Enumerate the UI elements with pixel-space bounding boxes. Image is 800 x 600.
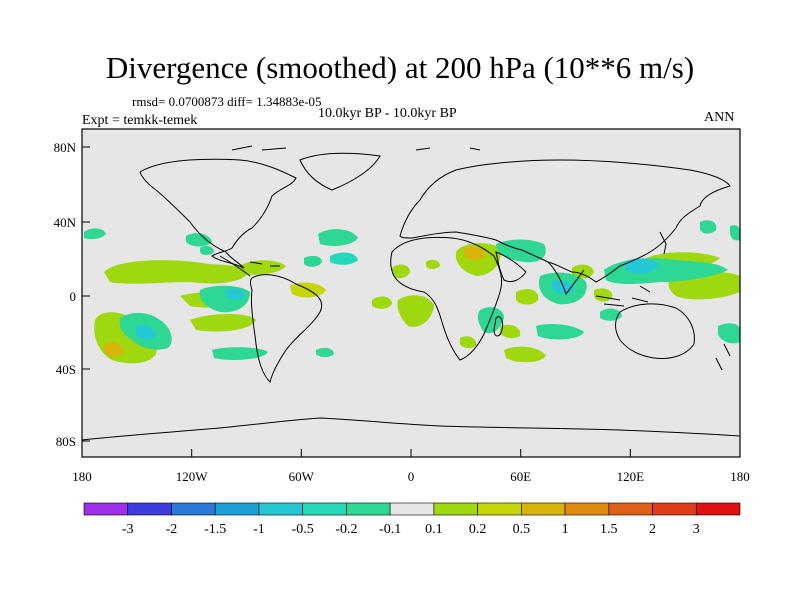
coastlines [81,145,741,441]
contour-patch [500,324,521,339]
lat-tick-label: 40N [54,215,77,230]
colorbar-label: 0.1 [425,522,443,537]
contour-patch [84,228,106,240]
lat-tick-label: 40S [56,362,76,377]
contour-patch [426,259,440,269]
colorbar-swatch [652,502,697,516]
lat-tick-label: 0 [70,289,77,304]
coastline-indonesia [595,285,651,307]
colorbar-swatch [258,502,303,516]
contour-patch [730,225,740,241]
lon-tick-label: 0 [408,469,415,484]
colorbar-swatch [564,502,610,516]
coastline-madagascar [493,316,503,337]
contour-patch [536,324,584,340]
contour-patch [460,336,477,349]
latitude-axis: 80N 40N 0 40S 80S [54,140,90,449]
contour-patch [136,324,156,340]
lon-tick-label: 60W [289,469,315,484]
colorbar-label: -1 [253,522,265,537]
colorbar-label: -2 [166,522,178,537]
lon-tick-label: 60E [510,469,531,484]
contour-patch [200,245,214,255]
colorbar-swatch [127,502,172,516]
coastline-japan [659,231,667,255]
colorbar-label: 1.5 [600,522,618,537]
colorbar-swatch [433,502,478,516]
contour-patch [104,260,250,284]
coastline-antarctica [81,417,741,441]
coastline-india [547,261,585,296]
colorbar-swatch [214,502,260,516]
season-label: ANN [704,110,735,125]
colorbar-swatch [608,502,653,516]
colorbar-label: -3 [122,522,134,537]
contour-patch [718,323,740,344]
colorbar-swatch [389,502,435,516]
colorbar-label: 1 [562,522,569,537]
contour-patch [226,288,245,301]
colorbar-label: -0.5 [292,522,314,537]
lon-tick-label: 120W [176,469,209,484]
contour-patch [236,260,286,275]
map-background [82,129,740,457]
contour-patch [477,307,504,334]
colorbar-label: 3 [693,522,700,537]
coastline-arabia [495,251,527,283]
lat-tick-label: 80N [54,140,77,155]
contour-patch [504,346,546,363]
contour-patch [330,252,358,265]
contour-patch [372,296,392,309]
coastline-greenland [299,152,381,191]
colorbar-label: 0.5 [513,522,531,537]
colorbar-swatch [83,502,129,516]
coastline-africa [390,236,503,361]
colorbar-label: -1.5 [204,522,226,537]
lat-tick-label: 80S [56,434,76,449]
contour-patch [464,246,486,261]
contour-patch [316,347,334,357]
coastline-australia [615,303,695,359]
colorbar-swatch [521,502,566,516]
longitude-axis: 180 120W 60W 0 60E 120E 180 [72,449,750,484]
contour-patch [700,220,717,234]
contour-patch [186,233,212,247]
plot-title: Divergence (smoothed) at 200 hPa (10**6 … [105,50,695,85]
experiment-label: Expt = temkk-temek [82,113,198,128]
lon-tick-label: 180 [730,469,750,484]
coastline-caribbean [249,261,280,267]
divergence-contours [84,220,740,364]
lon-tick-label: 120E [617,469,645,484]
case-label: 10.0kyr BP - 10.0kyr BP [318,106,457,121]
coastline-arctic-islands [231,145,481,151]
contour-patch [392,264,410,279]
coastline-new-zealand [715,343,731,371]
coastline-eurasia [399,159,731,283]
colorbar-swatch [346,502,391,516]
coastline-south-america [250,274,323,383]
contour-patch [304,255,322,267]
contour-patch [624,258,660,274]
coastline-central-america [219,255,251,277]
contour-patch [516,289,539,305]
contour-patch [397,295,434,327]
contour-patch [104,342,124,357]
colorbar-label: 2 [649,522,656,537]
lon-tick-label: 180 [72,469,92,484]
stats-text: rmsd= 0.0700873 diff= 1.34883e-05 [132,94,322,109]
colorbar-label: -0.1 [379,522,401,537]
colorbar-swatch [171,502,216,516]
colorbar-swatch [302,502,347,516]
colorbar: -3 -2 -1.5 -1 -0.5 -0.2 -0.1 0.1 0.2 0.5 1 1.5 2 3 [83,502,741,537]
colorbar-swatch [695,502,741,516]
contour-patch [212,347,268,360]
contour-patch [318,229,358,246]
colorbar-label: -0.2 [335,522,357,537]
colorbar-label: 0.2 [469,522,487,537]
coastline-north-america [139,158,297,269]
contour-patch [190,314,256,332]
colorbar-swatch [477,502,522,516]
